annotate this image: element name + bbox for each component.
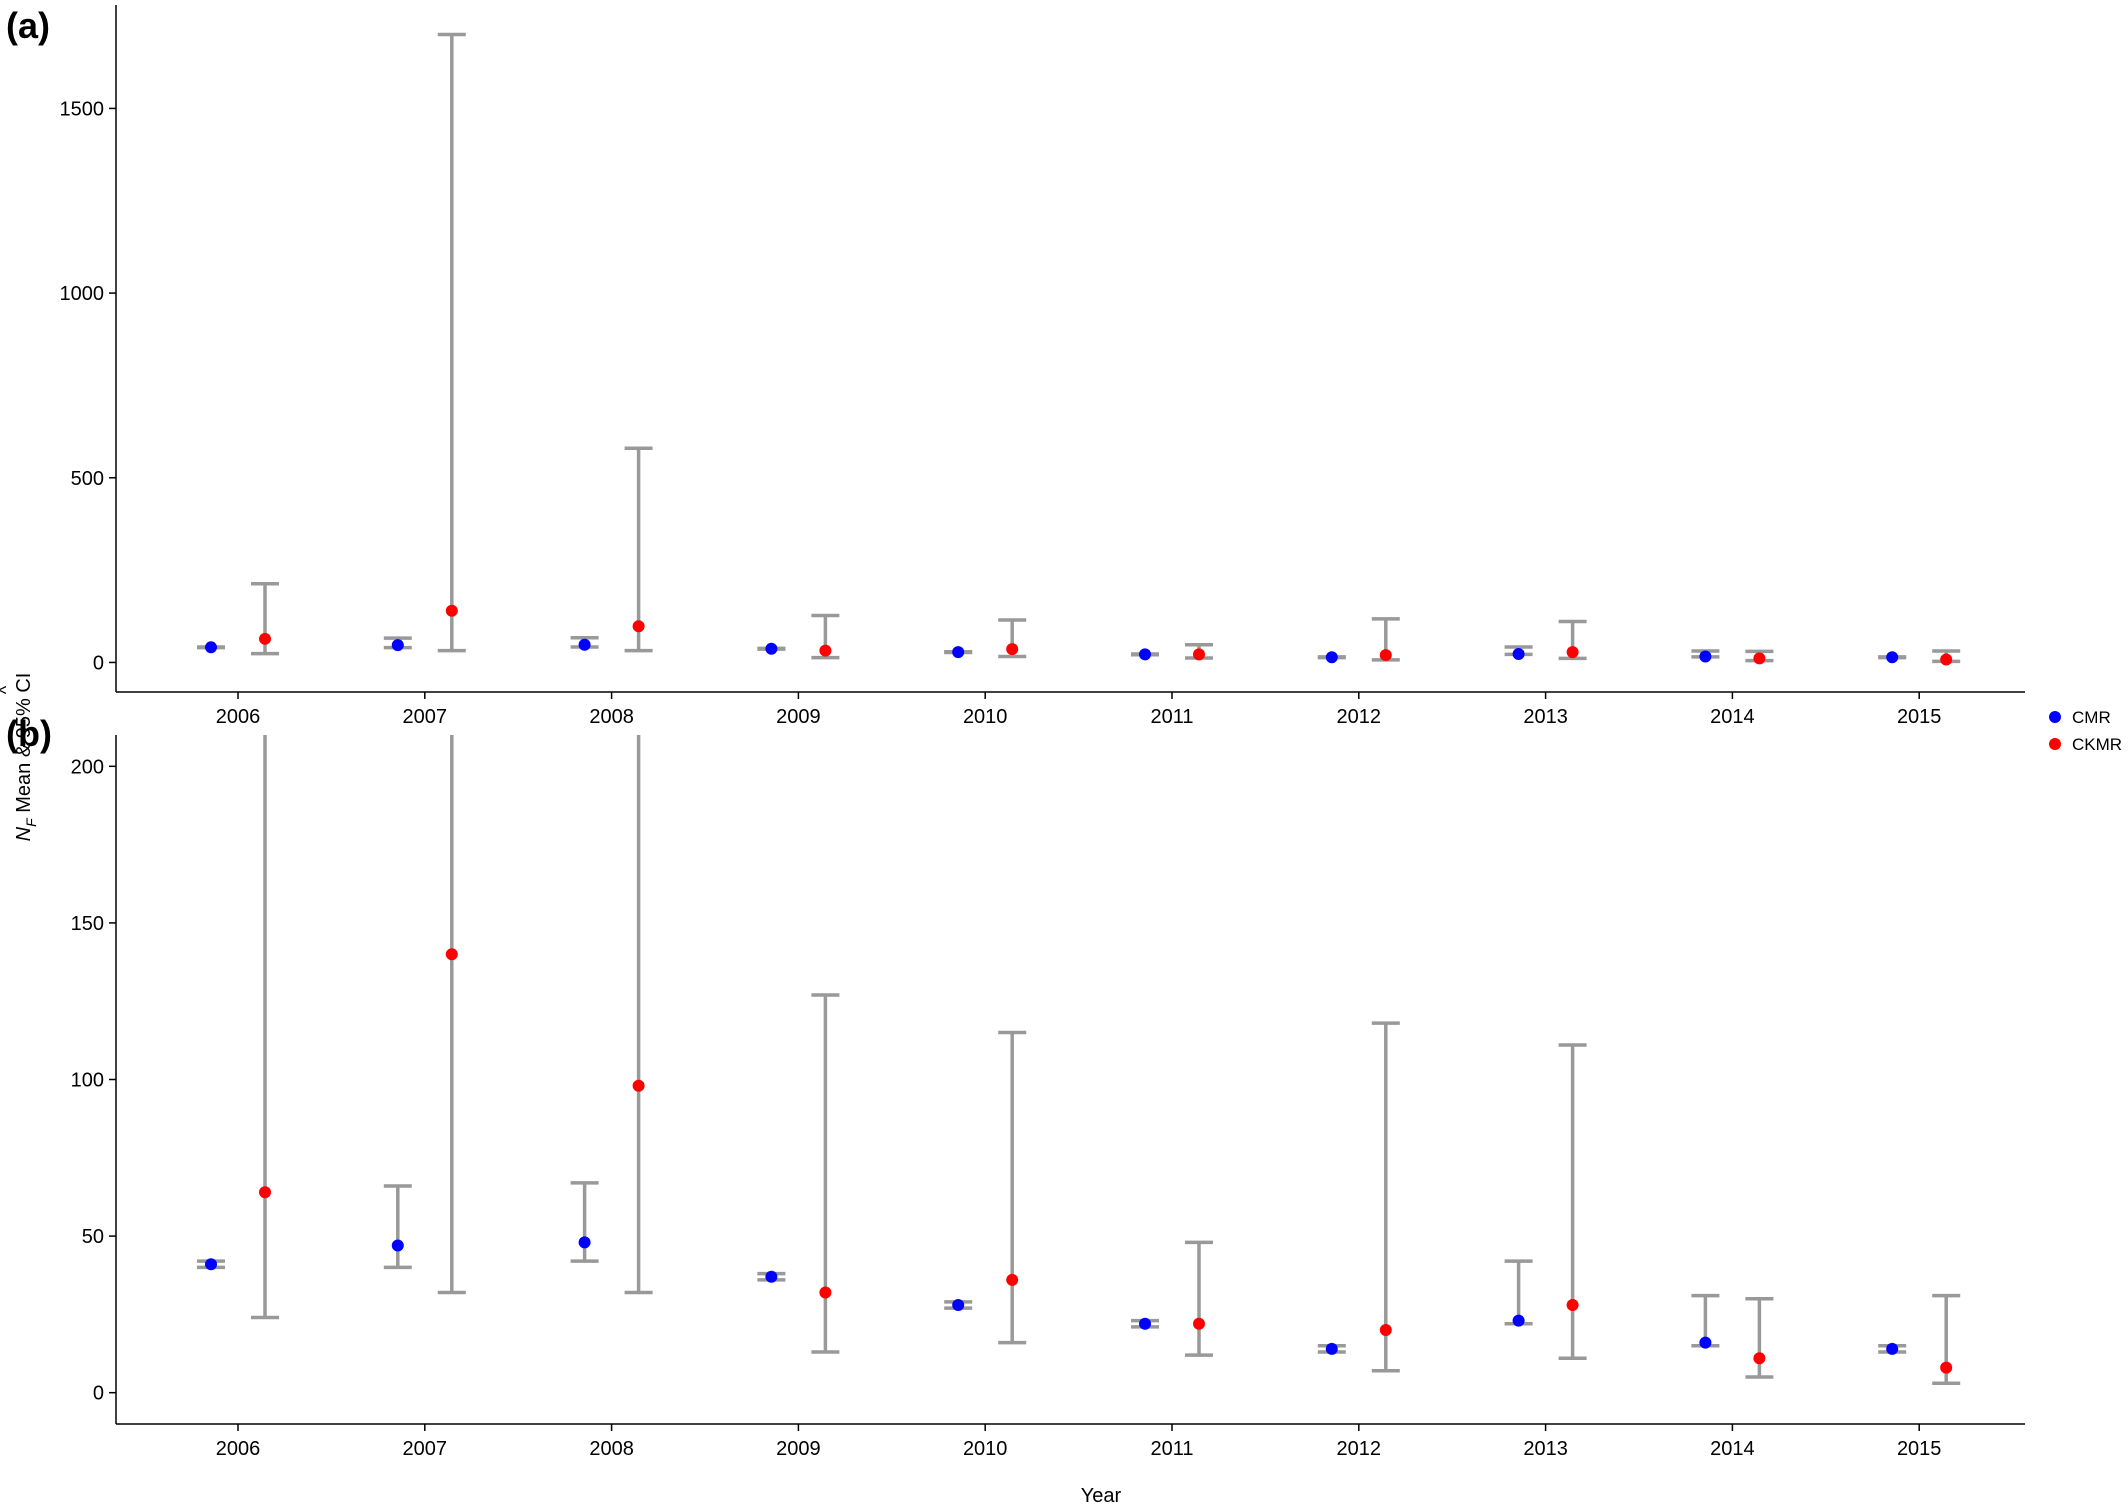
panel-a-cmr-point-2014 xyxy=(1699,650,1712,663)
legend-label-cmr: CMR xyxy=(2072,708,2111,727)
panel-b: (b) 0 50 100 150 200 2006 2007 2008 2009 2010 2011… xyxy=(6,713,2025,1460)
panel-a-y-tick-label: 500 xyxy=(71,468,104,490)
panel-a-x-tick-label: 2012 xyxy=(1337,706,1382,728)
panel-b-x-tick-label: 2006 xyxy=(216,1438,261,1460)
panel-a-cmr-point-2010 xyxy=(952,646,965,659)
panel-a-ckmr-point-2013 xyxy=(1566,646,1579,659)
panel-a-cmr-point-2012 xyxy=(1325,651,1338,664)
panel-b-ckmr-point-2012 xyxy=(1379,1324,1392,1337)
panel-a-y-tick-label: 0 xyxy=(93,652,104,674)
y-axis-title-rest: Mean & 95% CI xyxy=(13,673,35,819)
panel-b-cmr-point-2007 xyxy=(391,1239,404,1252)
panel-b-y-tick-label: 100 xyxy=(71,1070,104,1092)
panel-a-x-tick-label: 2013 xyxy=(1523,706,1568,728)
panel-a-ckmr-point-2014 xyxy=(1753,652,1766,665)
panel-a-cmr-point-2008 xyxy=(578,638,591,651)
panel-b-y-tick-label: 200 xyxy=(71,756,104,778)
panel-a-x-tick-label: 2008 xyxy=(589,706,634,728)
panel-a-ckmr-point-2010 xyxy=(1006,643,1019,656)
panel-b-ckmr-point-2006 xyxy=(259,1186,271,1199)
panel-a-cmr-point-2011 xyxy=(1139,648,1151,661)
panel-b-x-tick-label: 2008 xyxy=(589,1438,634,1460)
panel-a-cmr-point-2006 xyxy=(205,641,217,654)
panel-b-cmr-point-2010 xyxy=(952,1298,965,1311)
panel-b-ckmr-point-2011 xyxy=(1193,1317,1205,1330)
y-axis-title-symbol: N xyxy=(13,826,35,841)
panel-b-cmr-point-2012 xyxy=(1325,1342,1338,1355)
panel-b-y-tick-label: 150 xyxy=(71,913,104,935)
panel-a-ckmr-point-2006 xyxy=(259,632,271,645)
panel-b-cmr-point-2006 xyxy=(205,1258,217,1271)
panel-a-cmr-point-2009 xyxy=(765,642,778,655)
panel-b-x-tick-label: 2014 xyxy=(1710,1438,1755,1460)
legend-label-ckmr: CKMR xyxy=(2072,735,2122,754)
panel-b-cmr-point-2011 xyxy=(1139,1317,1151,1330)
panel-b-y-tick-label: 50 xyxy=(82,1226,104,1248)
panel-a-cmr-point-2013 xyxy=(1512,647,1525,660)
panel-b-x-tick-label: 2011 xyxy=(1150,1438,1193,1460)
y-axis-title-subscript: F xyxy=(23,817,39,827)
panel-b-x-tick-label: 2015 xyxy=(1897,1438,1942,1460)
panel-a-x-tick-label: 2006 xyxy=(216,706,261,728)
panel-a-x-tick-label: 2009 xyxy=(776,706,821,728)
panel-b-x-tick-label: 2012 xyxy=(1337,1438,1382,1460)
panel-b-ckmr-point-2007 xyxy=(445,948,458,961)
panel-a-ckmr-point-2015 xyxy=(1940,653,1953,666)
panel-a-plot-area xyxy=(197,32,1961,666)
panel-b-ckmr-point-2013 xyxy=(1566,1298,1579,1311)
panel-a-x-tick-label: 2014 xyxy=(1710,706,1755,728)
panel-a-ckmr-point-2012 xyxy=(1379,649,1392,662)
panel-a-label: (a) xyxy=(6,5,50,46)
panel-b-x-tick-label: 2009 xyxy=(776,1438,821,1460)
panel-b-cmr-point-2013 xyxy=(1512,1314,1525,1327)
panel-b-x-tick-label: 2010 xyxy=(963,1438,1008,1460)
legend-key-ckmr xyxy=(2049,738,2061,750)
panel-a-y-tick-label: 1000 xyxy=(60,283,105,305)
panel-a-x-tick-label: 2011 xyxy=(1150,706,1193,728)
legend-key-cmr xyxy=(2049,711,2061,723)
panel-a-ckmr-point-2011 xyxy=(1193,648,1205,661)
panel-b-cmr-point-2009 xyxy=(765,1270,778,1283)
panel-b-y-tick-label: 0 xyxy=(93,1383,104,1405)
panel-b-cmr-point-2014 xyxy=(1699,1336,1712,1349)
panel-b-ckmr-point-2008 xyxy=(632,1079,645,1092)
panel-b-x-tick-label: 2007 xyxy=(403,1438,448,1460)
panel-b-ckmr-point-2009 xyxy=(819,1286,832,1299)
panel-a: (a) 0 500 1000 1500 2006 2007 2008 2009 2010 2011… xyxy=(6,5,2025,728)
panel-a-x-tick-label: 2015 xyxy=(1897,706,1942,728)
panel-a-ckmr-point-2007 xyxy=(445,604,458,617)
panel-a-x-tick-label: 2007 xyxy=(403,706,448,728)
panel-b-ckmr-point-2010 xyxy=(1006,1273,1019,1286)
panel-a-cmr-point-2007 xyxy=(391,639,404,652)
panel-b-plot-area xyxy=(197,735,1961,1386)
legend: CMR CKMR xyxy=(2049,708,2122,754)
panel-a-x-tick-label: 2010 xyxy=(963,706,1008,728)
panel-b-x-tick-label: 2013 xyxy=(1523,1438,1568,1460)
y-axis-title: NF Mean & 95% CI xyxy=(13,673,39,842)
panel-b-cmr-point-2015 xyxy=(1886,1342,1899,1355)
panel-b-marks: 0 50 100 150 200 2006 2007 2008 2009 2010 2011 2012… xyxy=(71,735,2025,1460)
panel-a-ckmr-point-2008 xyxy=(632,620,645,633)
panel-b-ckmr-point-2015 xyxy=(1940,1361,1953,1374)
x-axis-title: Year xyxy=(1081,1485,1122,1507)
panel-b-label: (b) xyxy=(6,713,52,754)
panel-a-ckmr-point-2009 xyxy=(819,644,832,657)
panel-b-cmr-point-2008 xyxy=(578,1236,591,1249)
panel-a-marks: 0 500 1000 1500 2006 2007 2008 2009 2010 2011 2012… xyxy=(60,5,2025,728)
panel-b-ckmr-point-2014 xyxy=(1753,1352,1766,1365)
y-axis-title-hat: ^ xyxy=(0,685,16,694)
panel-a-y-tick-label: 1500 xyxy=(60,98,105,120)
panel-a-cmr-point-2015 xyxy=(1886,651,1899,664)
